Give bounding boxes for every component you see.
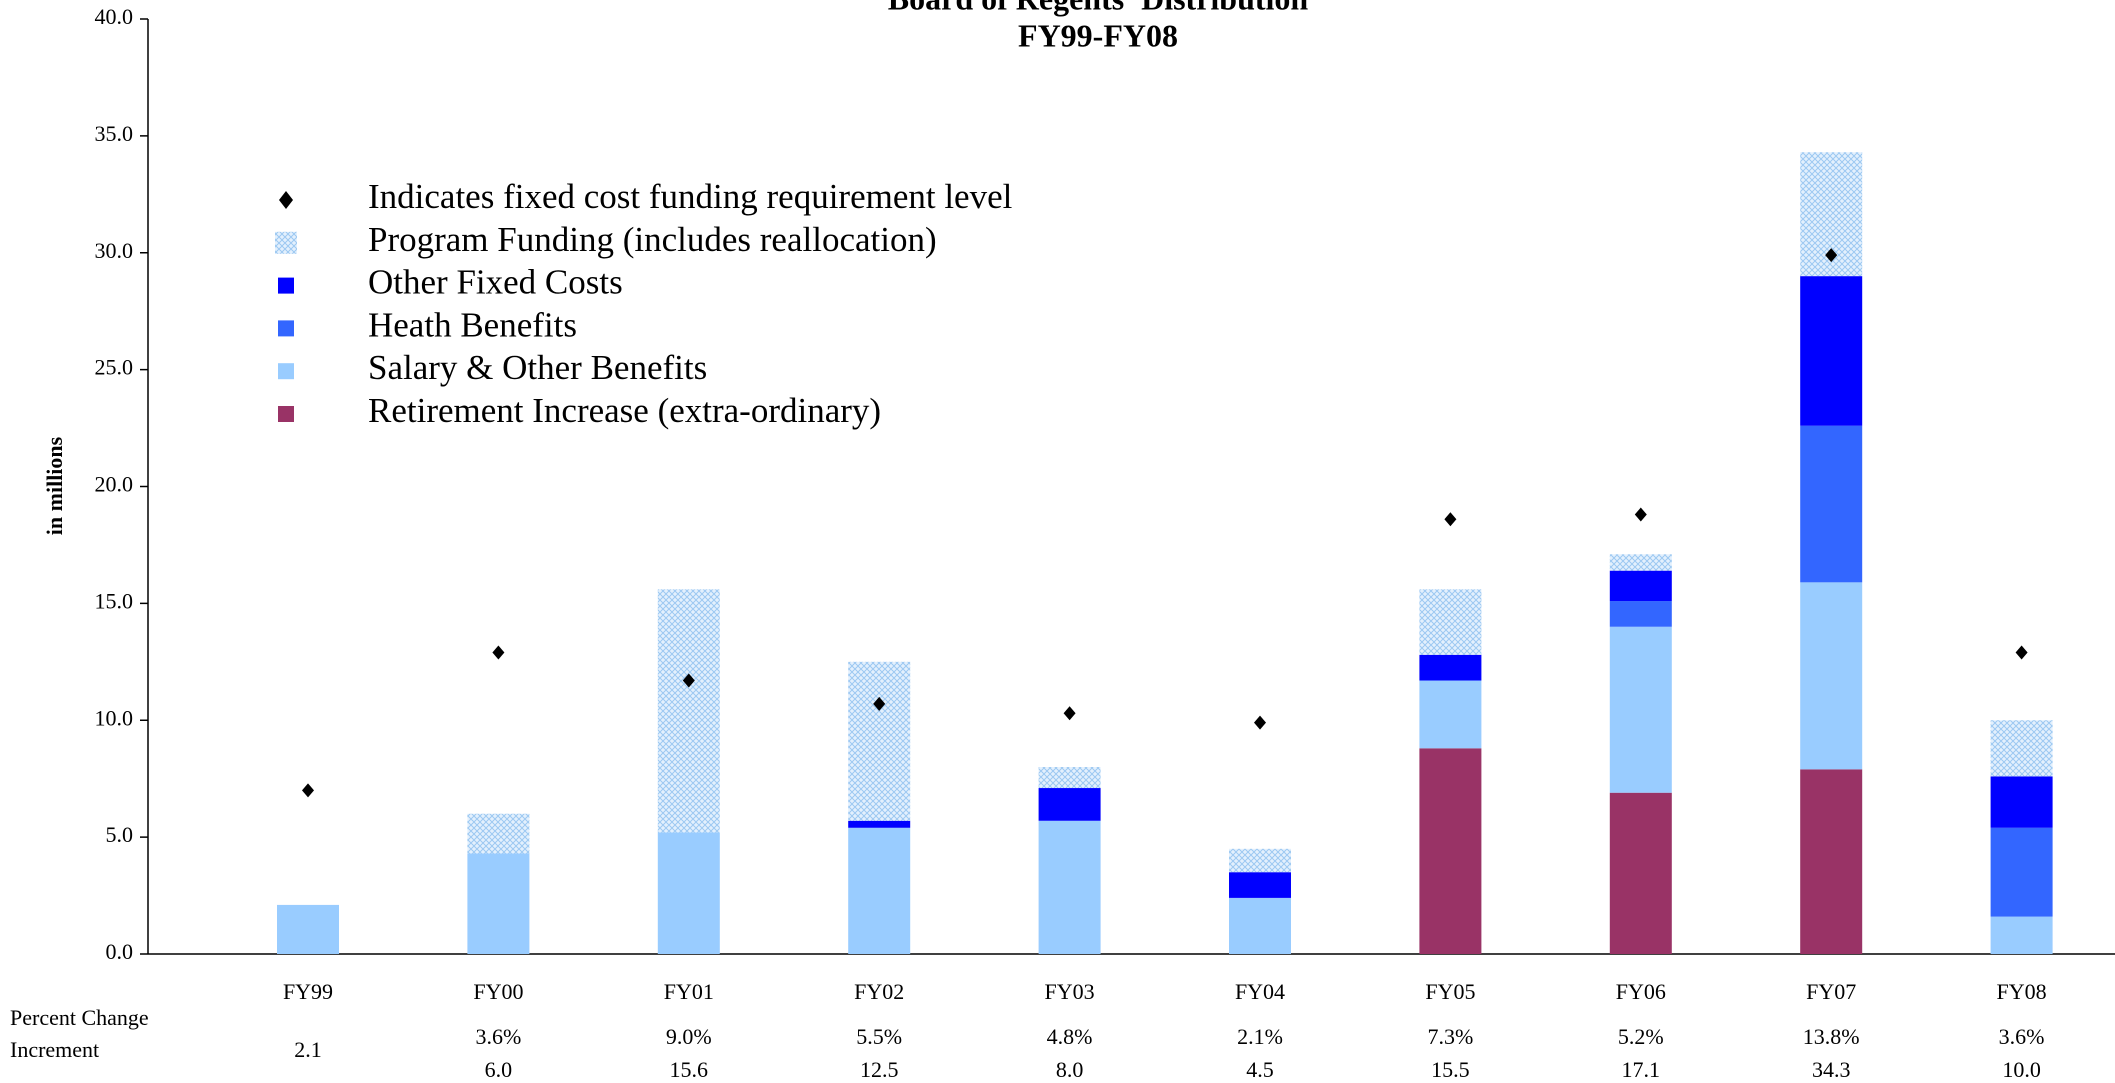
legend-label: Heath Benefits bbox=[368, 305, 577, 344]
increment: 34.3 bbox=[1812, 1057, 1851, 1082]
bar-segment bbox=[1800, 276, 1863, 426]
y-tick-label: 0.0 bbox=[106, 939, 134, 964]
bar-segment bbox=[1609, 554, 1672, 571]
x-tick-label: FY04 bbox=[1235, 979, 1285, 1004]
legend-label: Program Funding (includes reallocation) bbox=[368, 220, 937, 259]
y-tick-label: 30.0 bbox=[95, 238, 134, 263]
chart-title: Board of Regents' Distribution bbox=[888, 0, 1309, 16]
increment: 17.1 bbox=[1622, 1057, 1661, 1082]
bar-segment bbox=[1609, 570, 1672, 602]
increment: 4.5 bbox=[1246, 1057, 1274, 1082]
x-tick-label: FY99 bbox=[283, 979, 333, 1004]
marker bbox=[1063, 706, 1076, 721]
bar-segment bbox=[277, 904, 339, 954]
legend-swatch bbox=[278, 277, 294, 294]
bar-segment bbox=[1990, 916, 2053, 954]
legend-swatch bbox=[278, 406, 294, 422]
bar-segment bbox=[1800, 425, 1863, 583]
increment: 12.5 bbox=[860, 1057, 899, 1082]
legend-marker bbox=[279, 191, 293, 209]
bar-segment bbox=[1419, 654, 1482, 681]
increment: 15.6 bbox=[670, 1057, 709, 1082]
y-tick-label: 20.0 bbox=[95, 472, 134, 497]
y-axis-label: in millions bbox=[42, 436, 67, 535]
x-tick-label: FY02 bbox=[854, 979, 904, 1004]
increment: 8.0 bbox=[1056, 1057, 1084, 1082]
y-tick-label: 35.0 bbox=[95, 121, 134, 146]
y-tick-label: 10.0 bbox=[95, 705, 134, 730]
legend-swatch bbox=[278, 363, 294, 380]
increment: 15.5 bbox=[1431, 1057, 1470, 1082]
legend-swatch bbox=[278, 320, 294, 337]
bar-segment bbox=[1419, 748, 1482, 954]
bar-segment bbox=[1229, 848, 1291, 873]
bar-segment bbox=[1419, 589, 1482, 655]
increment: 6.0 bbox=[485, 1057, 513, 1082]
bar-segment bbox=[1229, 897, 1291, 954]
bar-segment bbox=[1229, 872, 1291, 898]
percent-change: 4.8% bbox=[1047, 1024, 1093, 1049]
marker bbox=[873, 696, 886, 711]
bar-segment bbox=[1609, 792, 1672, 954]
percent-change: 9.0% bbox=[666, 1024, 712, 1049]
marker bbox=[302, 783, 314, 798]
bar-segment bbox=[848, 661, 911, 821]
x-tick-label: FY08 bbox=[1997, 979, 2047, 1004]
marker bbox=[1254, 715, 1266, 730]
percent-change: 3.6% bbox=[1999, 1024, 2045, 1049]
percent-change: 7.3% bbox=[1427, 1024, 1473, 1049]
x-tick-label: FY00 bbox=[473, 979, 523, 1004]
bar-segment bbox=[467, 813, 530, 854]
marker bbox=[682, 673, 695, 688]
y-tick-label: 5.0 bbox=[106, 822, 134, 847]
bar-segment bbox=[1609, 626, 1672, 793]
y-tick-label: 15.0 bbox=[95, 588, 134, 613]
legend-label: Indicates fixed cost funding requirement… bbox=[368, 177, 1013, 216]
chart-subtitle: FY99-FY08 bbox=[1018, 17, 1178, 53]
percent-change: 5.5% bbox=[856, 1024, 902, 1049]
percent-change: 13.8% bbox=[1803, 1024, 1860, 1049]
bar-segment bbox=[1609, 601, 1672, 627]
bar-segment bbox=[1990, 776, 2053, 828]
marker bbox=[1634, 507, 1647, 522]
x-tick-label: FY06 bbox=[1616, 979, 1666, 1004]
legend-label: Salary & Other Benefits bbox=[368, 348, 707, 387]
bar-segment bbox=[1419, 680, 1482, 749]
bar-segment bbox=[657, 589, 720, 833]
marker bbox=[1444, 512, 1457, 527]
y-tick-label: 25.0 bbox=[95, 355, 134, 380]
percent-change: 5.2% bbox=[1618, 1024, 1664, 1049]
x-tick-label: FY03 bbox=[1045, 979, 1095, 1004]
x-tick-label: FY07 bbox=[1806, 979, 1856, 1004]
bar-segment bbox=[1038, 820, 1101, 954]
bar-segment bbox=[848, 820, 911, 828]
marker bbox=[492, 645, 505, 660]
percent-row-label: Percent Change bbox=[10, 1005, 149, 1030]
bar-segment bbox=[1800, 769, 1863, 954]
bar-segment bbox=[1800, 582, 1863, 770]
bar-segment bbox=[467, 853, 530, 954]
bar-segment bbox=[657, 832, 720, 954]
bar-segment bbox=[1990, 720, 2053, 777]
increment: 10.0 bbox=[2002, 1057, 2041, 1082]
bar-segment bbox=[848, 827, 911, 954]
x-tick-label: FY05 bbox=[1425, 979, 1475, 1004]
percent-change: 3.6% bbox=[475, 1024, 521, 1049]
increment-row-label: Increment bbox=[10, 1037, 99, 1062]
marker bbox=[2015, 645, 2028, 660]
legend-swatch bbox=[275, 231, 297, 254]
bar-segment bbox=[1038, 767, 1101, 789]
percent-change: 2.1% bbox=[1237, 1024, 1283, 1049]
bar-segment bbox=[1990, 827, 2053, 917]
marker bbox=[1825, 248, 1838, 263]
bar-segment bbox=[1038, 788, 1101, 821]
y-tick-label: 40.0 bbox=[95, 4, 134, 29]
legend-label: Retirement Increase (extra-ordinary) bbox=[368, 391, 881, 430]
increment: 2.1 bbox=[294, 1037, 322, 1062]
legend-label: Other Fixed Costs bbox=[368, 263, 623, 302]
x-tick-label: FY01 bbox=[664, 979, 714, 1004]
